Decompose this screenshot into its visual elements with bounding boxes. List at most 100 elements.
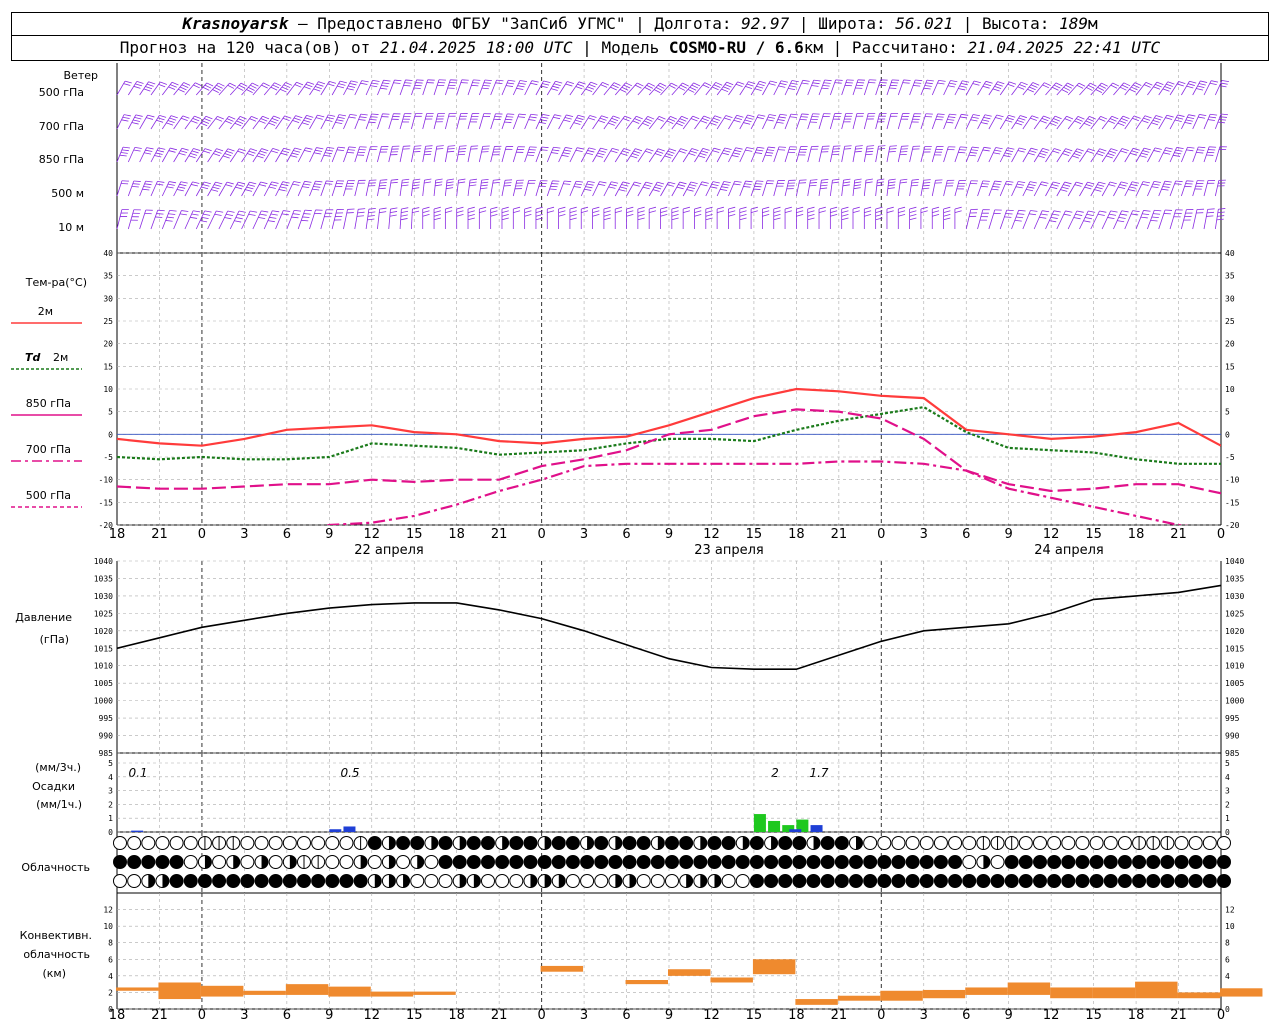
cloud-symbol xyxy=(1217,836,1231,850)
wind-barb-feather xyxy=(600,84,608,88)
wind-barb-feather xyxy=(611,181,619,184)
wind-barb-feather xyxy=(1067,82,1074,87)
wind-barb-feather xyxy=(634,118,642,122)
wind-barb xyxy=(694,115,711,130)
wind-barb-feather xyxy=(888,151,896,153)
wind-barb-feather xyxy=(821,178,829,181)
wind-barb-feather xyxy=(271,118,279,122)
wind-barb xyxy=(988,180,1002,197)
wind-barb-feather xyxy=(239,148,246,152)
cloud-symbol xyxy=(268,874,283,888)
wind-barb-feather xyxy=(1084,217,1093,220)
wind-barb xyxy=(1090,82,1108,96)
x-tick-label-1: 15 xyxy=(406,1008,423,1023)
cloud-circle xyxy=(863,855,878,869)
cloud-circle xyxy=(1174,874,1189,888)
cloud-circle xyxy=(297,874,311,888)
cloud-symbol xyxy=(735,874,750,888)
wind-barb xyxy=(422,206,430,229)
wind-barb-feather xyxy=(680,148,688,152)
wind-barb xyxy=(569,180,584,197)
wind-barb-feather xyxy=(248,86,255,91)
forecast-label: Прогноз на 120 часа(ов) от xyxy=(119,38,371,57)
wind-barb-feather xyxy=(914,82,922,84)
wind-barb-feather xyxy=(295,115,303,119)
wind-barb-feather xyxy=(645,118,653,122)
wind-barb-feather xyxy=(458,150,466,153)
wind-barb xyxy=(1147,147,1162,163)
cloud-symbol xyxy=(849,874,863,888)
wind-barb-feather xyxy=(757,83,765,87)
wind-barb xyxy=(444,112,457,130)
wind-barb xyxy=(139,81,156,96)
cloud-circle xyxy=(764,855,779,869)
cloud-symbol xyxy=(466,836,481,850)
wind-barb-feather xyxy=(1176,117,1184,120)
cloud-half xyxy=(289,855,297,869)
wind-barb xyxy=(750,146,765,163)
wind-barb-feather xyxy=(692,115,700,120)
x-tick-label-0: 12 xyxy=(363,527,380,542)
cloud-half xyxy=(686,874,693,888)
wind-barb-feather xyxy=(886,206,894,210)
wind-barb-feather xyxy=(681,115,689,120)
cloud-symbol xyxy=(240,874,255,888)
wind-barb-feather xyxy=(1029,213,1037,216)
wind-barb-staff xyxy=(1090,210,1100,230)
x-tick-label-1: 12 xyxy=(1043,1008,1060,1023)
wind-barb-feather xyxy=(1028,183,1036,187)
cloud-circle xyxy=(268,855,283,869)
wind-barb-feather xyxy=(271,150,278,154)
wind-barb-feather xyxy=(1009,81,1017,85)
wind-barb xyxy=(603,181,619,197)
wind-barb-feather xyxy=(1099,148,1107,152)
wind-barb-staff xyxy=(637,116,648,130)
wind-barb-feather xyxy=(550,88,558,91)
precip-bar xyxy=(796,819,809,832)
wind-barb-feather xyxy=(584,188,592,191)
wind-barb-staff xyxy=(343,180,349,197)
wind-barb xyxy=(127,209,141,230)
legend-500-label: 500 гПа xyxy=(26,489,71,502)
wind-barb-feather xyxy=(865,181,873,184)
wind-barb-feather xyxy=(1052,150,1060,154)
cloud-circle xyxy=(212,874,227,888)
cloud-circle xyxy=(735,874,750,888)
wind-barb-feather xyxy=(558,214,566,217)
wind-barb-feather xyxy=(642,122,649,127)
wind-barb-feather xyxy=(166,186,174,189)
wind-barb-staff xyxy=(739,81,749,96)
wind-barb-staff xyxy=(931,180,936,197)
wind-barb-staff xyxy=(954,80,963,96)
prec-ytick-right: 4 xyxy=(1225,773,1230,782)
conv-cloud-bar xyxy=(668,969,711,976)
wind-barb-feather xyxy=(958,88,966,91)
wind-barb-staff xyxy=(399,209,402,230)
wind-barb xyxy=(252,210,269,230)
wind-barb-feather xyxy=(238,118,245,122)
wind-barb xyxy=(886,113,899,130)
wind-barb-feather xyxy=(777,119,785,121)
wind-barb-feather xyxy=(608,122,615,126)
wind-barb-staff xyxy=(297,181,305,197)
wind-barb-feather xyxy=(599,117,607,121)
wind-barb xyxy=(320,209,334,230)
wind-barb-feather xyxy=(1040,150,1048,154)
wind-barb-feather xyxy=(733,152,741,155)
wind-barb-staff xyxy=(682,148,693,163)
cloud-circle xyxy=(1174,836,1189,850)
wind-barb-feather xyxy=(206,82,214,87)
wind-barb-feather xyxy=(959,85,967,88)
cloud-circle xyxy=(141,836,156,850)
wind-barb-feather xyxy=(1143,117,1151,121)
cloud-symbol xyxy=(183,855,198,869)
wind-barb-staff xyxy=(1158,114,1168,130)
wind-barb-feather xyxy=(178,88,185,93)
wind-barb-feather xyxy=(791,80,799,83)
cloud-symbol xyxy=(127,836,142,850)
cloud-half xyxy=(459,874,467,888)
wind-barb-feather xyxy=(1131,86,1138,91)
cloud-symbol xyxy=(976,874,991,888)
wind-barb-staff xyxy=(750,147,758,163)
wind-barb-feather xyxy=(1064,118,1072,122)
